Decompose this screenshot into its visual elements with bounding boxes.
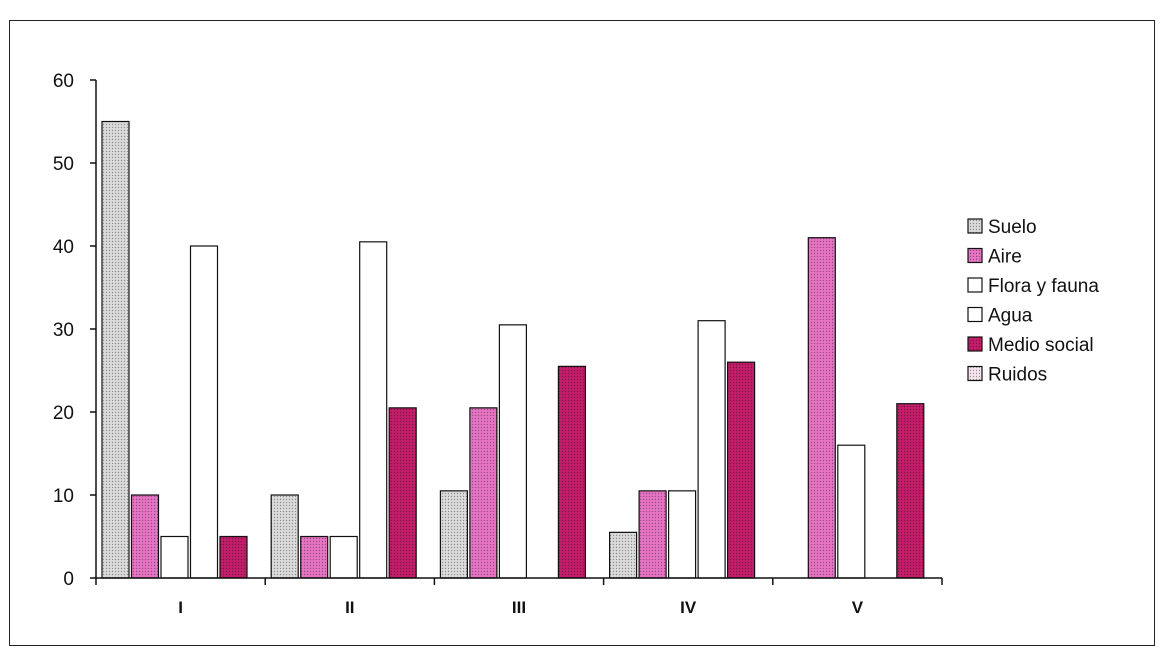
- bar-texture: [220, 536, 247, 578]
- y-tick-label: 0: [63, 569, 74, 590]
- legend-label: Aire: [988, 247, 1022, 268]
- category-label: I: [178, 598, 183, 617]
- bar: [359, 241, 388, 579]
- y-tick-label: 30: [53, 320, 74, 341]
- bar-texture: [389, 407, 417, 578]
- y-tick-label: 40: [53, 237, 74, 258]
- bar: [837, 444, 866, 579]
- legend-swatch-texture: [968, 219, 982, 233]
- legend-label: Suelo: [988, 217, 1037, 238]
- category-label: III: [512, 598, 526, 617]
- bar-texture: [469, 407, 497, 578]
- legend-swatch-texture: [968, 248, 982, 263]
- category-label: V: [852, 598, 864, 617]
- legend-label: Flora y fauna: [988, 276, 1099, 297]
- legend-label: Medio social: [988, 335, 1094, 356]
- bars-group: [101, 120, 925, 579]
- legend: Suelo Aire Flora y fauna Agua Medio social Ru…: [967, 217, 1099, 386]
- bar: [189, 245, 219, 579]
- category-label: II: [345, 598, 354, 617]
- bar-texture: [896, 403, 924, 578]
- bar-texture: [558, 366, 586, 578]
- category-label: IV: [680, 598, 697, 617]
- y-tick-label: 10: [53, 486, 74, 507]
- bar: [697, 320, 726, 579]
- legend-label: Agua: [988, 306, 1033, 327]
- bar-texture: [102, 121, 129, 578]
- bar-texture: [271, 495, 299, 578]
- bar-texture: [440, 490, 468, 578]
- legend-swatch: [967, 306, 983, 323]
- y-tick-label: 20: [53, 403, 74, 424]
- bar: [498, 324, 527, 579]
- legend-swatch-texture: [968, 366, 982, 381]
- bar-texture: [131, 495, 159, 578]
- legend-label: Ruidos: [988, 365, 1047, 386]
- bar-texture: [609, 532, 637, 578]
- bar: [160, 535, 189, 579]
- bar-texture: [639, 490, 667, 578]
- bar: [667, 490, 697, 579]
- legend-swatch-texture: [968, 337, 982, 351]
- bar-texture: [808, 237, 836, 578]
- bar-texture: [727, 362, 755, 578]
- bar-texture: [300, 536, 328, 578]
- y-tick-label: 50: [53, 154, 74, 175]
- y-tick-label: 60: [53, 71, 74, 92]
- legend-swatch: [967, 277, 983, 293]
- bar: [329, 535, 358, 579]
